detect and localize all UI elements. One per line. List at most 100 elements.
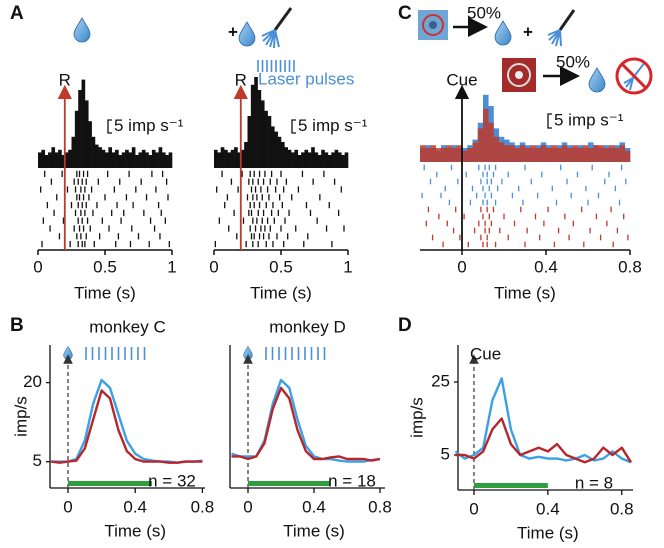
histogram-bar [519,145,526,162]
event-label: R [59,70,71,89]
stimulus-window [248,481,331,486]
histogram-bar [593,145,599,162]
histogram-bar [456,145,463,162]
histogram-bar [131,147,136,168]
y-axis-label: imp/s [407,397,426,438]
y-tick-label: 5 [33,451,42,470]
histogram-bar [530,145,536,162]
drop-icon [238,21,256,47]
histogram-bar [54,152,59,168]
histogram-bar [331,152,335,168]
histogram-bar [68,149,72,168]
small-drop-icon [63,345,73,360]
x-tick-label: 0.5 [269,257,293,276]
histogram-bar [168,152,173,168]
histogram-bar [234,147,238,168]
sample-size: n = 32 [148,471,196,490]
x-tick-label: 0 [33,257,42,276]
x-tick-label: 0.8 [368,497,392,516]
stimulus-window [68,481,152,486]
histogram-bar [214,149,218,168]
probability-label: 50% [556,52,590,71]
histogram-bar [81,79,86,168]
histogram-bar [577,148,584,162]
histogram-bar [115,149,119,168]
histogram-bar [277,136,282,168]
x-tick-label: 1 [343,257,352,276]
histogram-bar [101,149,106,168]
scale-bar-label: 5 imp s⁻¹ [114,116,184,135]
histogram-bar [603,148,610,162]
histogram-bar [161,152,166,168]
histogram-bar [155,152,159,168]
histogram-bar [504,145,510,162]
histogram-bar [337,152,342,168]
histogram-bar [483,108,489,162]
histogram-bar [609,145,615,162]
x-axis-label: Time (s) [494,283,556,302]
histogram-bar [254,77,258,168]
histogram-bar [307,152,312,168]
histogram-bar [477,128,484,162]
panel-letter: B [10,315,24,336]
x-axis-label: Time (s) [283,521,345,540]
y-tick-label: 20 [23,372,42,391]
histogram-bar [121,152,126,168]
histogram-bar [567,148,573,162]
y-axis-label: imp/s [11,396,30,437]
histogram-bar [619,145,626,162]
scale-bar-label: 5 imp s⁻¹ [554,110,624,129]
histogram-bar [151,149,156,168]
histogram-bar [324,152,329,168]
x-tick-label: 0.4 [536,499,560,518]
x-tick-label: 0 [209,257,218,276]
histogram-bar [430,145,437,162]
scale-bar [107,119,112,134]
probability-label: 50% [467,3,501,22]
histogram-bar [451,148,458,162]
histogram-bar [38,152,42,168]
chart-title: monkey C [89,317,166,336]
x-tick-label: 0.8 [610,499,634,518]
histogram-bar [91,136,96,168]
series-line [51,389,203,464]
histogram-bar [274,131,278,168]
y-tick-label: 5 [441,444,450,463]
histogram-bar [44,155,49,168]
drop-icon [494,20,512,46]
x-tick-label: 0 [63,497,72,516]
histogram-bar [247,116,252,168]
histogram-bar [551,145,557,162]
histogram-bar [78,90,82,168]
histogram-bar [237,152,242,168]
panel-letter: A [10,3,24,24]
histogram-bar [425,148,431,162]
histogram-bar [317,155,322,168]
histogram-bar [525,148,531,162]
histogram-bar [250,84,255,168]
histogram-bar [71,136,76,168]
histogram-bar [301,152,305,168]
histogram-bar [304,149,309,168]
histogram-bar [98,147,102,168]
histogram-bar [267,116,272,168]
histogram-bar [270,126,275,168]
event-label: R [235,70,247,89]
x-axis-label: Time (s) [250,283,312,302]
histogram-bar [588,148,594,162]
series-line [231,386,381,462]
histogram-bar [294,149,299,168]
histogram-bar [291,152,295,168]
event-label: Cue [446,70,477,89]
histogram-bar [624,150,631,162]
histogram-bar [509,145,515,162]
histogram-bar [334,149,339,168]
laser-label: Laser pulses [258,69,354,88]
panel-letter: D [398,315,412,336]
histogram-bar [435,148,442,162]
x-axis-label: Time (s) [104,521,166,540]
histogram-bar [148,155,153,168]
histogram-bar [327,155,332,168]
histogram-bar [118,155,123,168]
